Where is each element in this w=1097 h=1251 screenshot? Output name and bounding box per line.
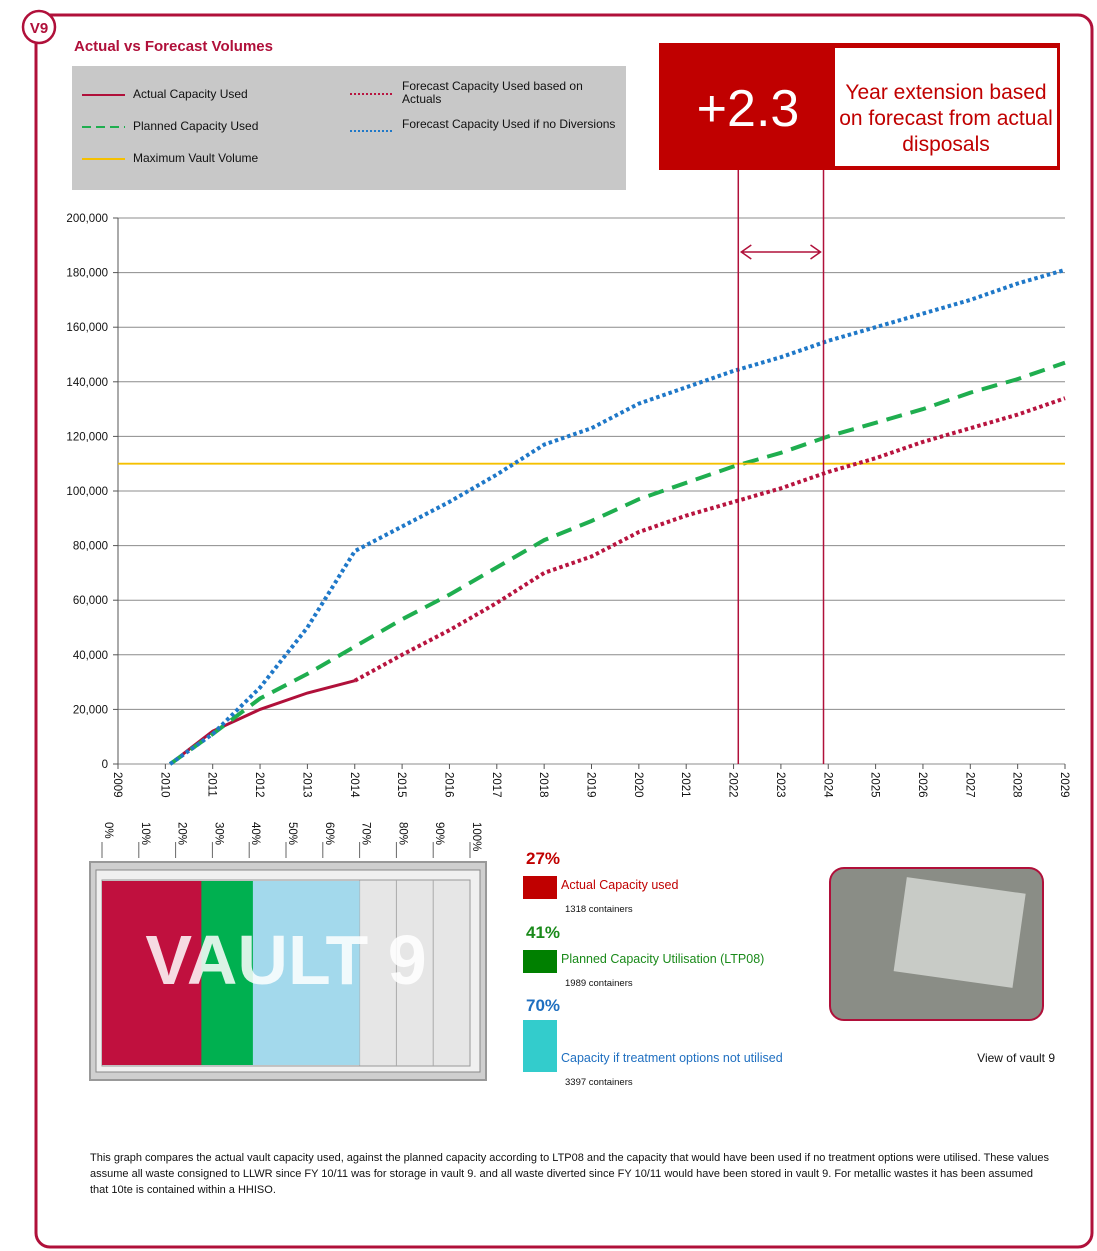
- x-tick-label: 2020: [632, 772, 644, 798]
- y-tick-label: 120,000: [66, 431, 108, 443]
- badge: V9: [30, 20, 48, 37]
- photo-caption: View of vault 9: [977, 1051, 1055, 1065]
- series-line: [168, 267, 1066, 766]
- legend-box: [72, 66, 626, 190]
- x-tick-label: 2026: [916, 772, 928, 798]
- x-tick-label: 2014: [348, 772, 360, 798]
- gauge-tick-label: 70%: [360, 822, 372, 845]
- x-tick-label: 2021: [679, 772, 691, 798]
- legend-label: Forecast Capacity Used based on Actuals: [402, 79, 583, 106]
- gauge-swatch: [523, 950, 557, 973]
- chart-title: Actual vs Forecast Volumes: [74, 38, 273, 55]
- gauge-tick-label: 90%: [433, 822, 445, 845]
- gauge-item-name: Actual Capacity used: [561, 878, 678, 892]
- gauge-item-name: Capacity if treatment options not utilis…: [561, 1051, 783, 1065]
- x-tick-label: 2027: [963, 772, 975, 798]
- legend-label: Planned Capacity Used: [133, 119, 259, 133]
- y-tick-label: 80,000: [73, 541, 108, 553]
- gauge-tick-label: 0%: [102, 822, 114, 839]
- y-tick-label: 20,000: [73, 704, 108, 716]
- gauge-tick-label: 50%: [286, 822, 298, 845]
- gauge-swatch: [523, 876, 557, 899]
- callout-text: Year extension based on forecast from ac…: [839, 81, 1053, 156]
- y-tick-label: 0: [102, 759, 108, 771]
- frame: [34, 13, 1094, 1249]
- footer: This graph compares the actual vault cap…: [90, 1152, 1050, 1196]
- y-tick-label: 100,000: [66, 486, 108, 498]
- gauge-value-label: 27%: [526, 849, 560, 868]
- gauge-label: VAULT 9: [145, 921, 426, 999]
- gauge-tick-label: 30%: [212, 822, 224, 845]
- legend-label: Maximum Vault Volume: [133, 151, 259, 165]
- x-tick-label: 2016: [442, 772, 454, 798]
- gauge-tick-label: 80%: [396, 822, 408, 845]
- y-tick-label: 60,000: [73, 595, 108, 607]
- gauge-tick-label: 100%: [470, 822, 482, 851]
- gauge-tick-label: 10%: [139, 822, 151, 845]
- x-tick-label: 2025: [869, 772, 881, 798]
- x-tick-label: 2012: [253, 772, 265, 798]
- gauge-tick-label: 20%: [176, 822, 188, 845]
- gauge-tick-label: 60%: [323, 822, 335, 845]
- gauge-containers: 1318 containers: [565, 904, 633, 915]
- y-tick-label: 180,000: [66, 268, 108, 280]
- gauge-containers: 3397 containers: [565, 1077, 633, 1088]
- x-tick-label: 2017: [490, 772, 502, 798]
- gauge-value-label: 70%: [526, 996, 560, 1015]
- x-tick-label: 2029: [1058, 772, 1070, 798]
- gauge-item-name: Planned Capacity Utilisation (LTP08): [561, 952, 764, 966]
- range-arrow: [739, 244, 822, 260]
- series-line: [353, 396, 1066, 683]
- y-tick-label: 160,000: [66, 322, 108, 334]
- x-tick-label: 2015: [395, 772, 407, 798]
- x-tick-label: 2019: [585, 772, 597, 798]
- legend-label: Forecast Capacity Used if no Diversions: [402, 117, 616, 131]
- x-tick-label: 2011: [206, 772, 218, 797]
- badge-circle: [21, 9, 57, 45]
- x-tick-label: 2028: [1011, 772, 1023, 798]
- gauge-bar: [102, 881, 202, 1065]
- x-tick-label: 2009: [111, 772, 123, 798]
- photo-roof: [893, 877, 1026, 988]
- series-line: [169, 679, 356, 766]
- y-tick-label: 40,000: [73, 650, 108, 662]
- legend-label: Actual Capacity Used: [133, 87, 248, 101]
- gauge-containers: 1989 containers: [565, 978, 633, 989]
- gauge-tick-label: 40%: [249, 822, 261, 845]
- x-tick-label: 2013: [300, 772, 312, 798]
- x-tick-label: 2024: [821, 772, 833, 798]
- callout-value: +2.3: [697, 80, 800, 138]
- x-tick-label: 2018: [537, 772, 549, 798]
- x-tick-label: 2023: [774, 772, 786, 798]
- gauge-value-label: 41%: [526, 923, 560, 942]
- x-tick-label: 2022: [727, 772, 739, 798]
- x-tick-label: 2010: [158, 772, 170, 798]
- series-line: [168, 360, 1066, 766]
- y-tick-label: 200,000: [66, 213, 108, 225]
- y-tick-label: 140,000: [66, 377, 108, 389]
- callout-inner: [835, 48, 1057, 166]
- gauge-swatch: [523, 1020, 557, 1072]
